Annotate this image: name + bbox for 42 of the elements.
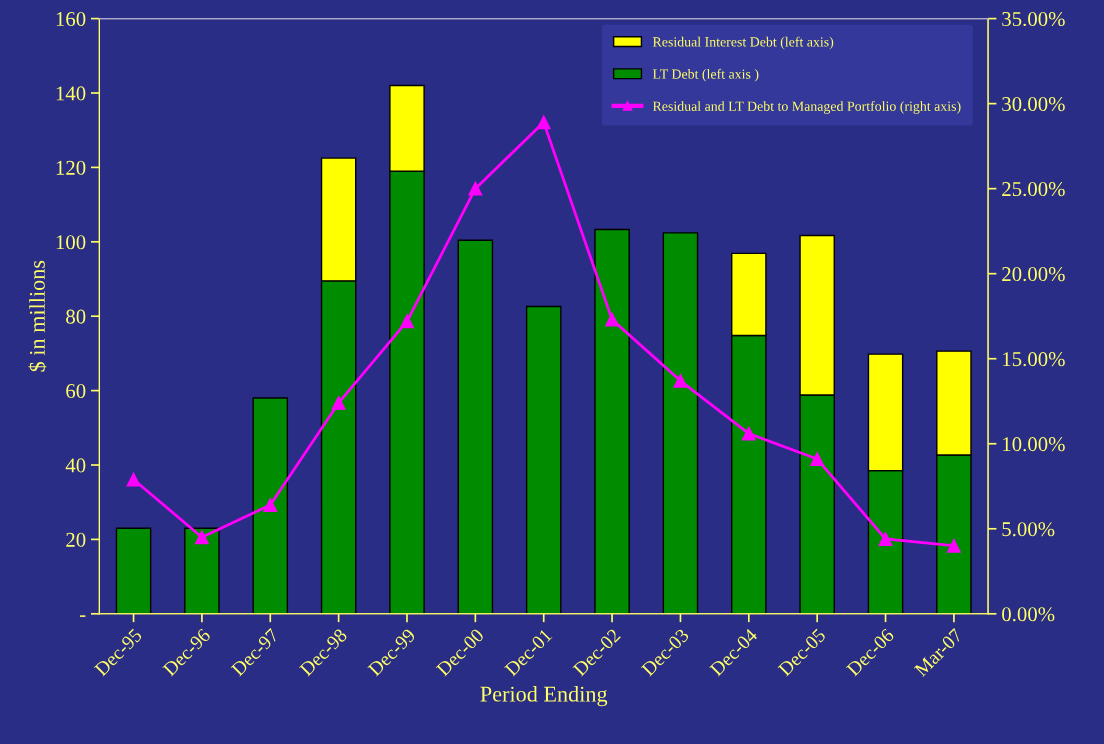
point [468,181,483,196]
bar [115,527,152,614]
y-tick-label: - [80,615,86,617]
bar [662,232,699,614]
y-tick-label: 60 [66,383,86,399]
legend-label: Residual and LT Debt to Managed Portfolio (right axis) [652,101,961,114]
bar [184,527,220,614]
y-tick-label: 100 [56,235,86,250]
y2-tick-label: 5.00% [1002,522,1055,537]
bar [594,228,630,614]
y-tick-label: 40 [65,458,86,473]
legend-label: Residual Interest Debt (left axis) [652,36,834,50]
point [946,538,961,553]
y-tick-label: 120 [56,160,86,175]
point [263,498,278,512]
point [673,373,688,388]
point [741,426,756,441]
y2-tick-label: 20.00% [1002,267,1065,282]
y2-tick-label: 30.00% [1002,97,1065,112]
y-tick-label: 20 [66,532,86,547]
y-tick-label: 140 [56,86,86,101]
y-axis-title: $ in millions [28,260,47,372]
point [810,452,825,466]
y2-tick-label: 10.00% [1003,437,1065,452]
bar [525,305,562,614]
point [194,530,209,545]
point [536,115,551,130]
y-tick-label: 160 [56,11,86,27]
point [400,314,414,329]
point [878,532,893,546]
bar [457,239,494,614]
point [331,395,346,410]
y2-tick-label: 35.00% [1002,11,1065,27]
point [605,312,620,327]
y2-tick-label: 0.00% [1002,607,1055,622]
x-axis-title: Period Ending [480,685,608,707]
legend-label: LT Debt (left axis ) [652,68,759,82]
y2-tick-label: 15.00% [1003,352,1065,367]
y2-tick-label: 25.00% [1002,182,1065,197]
y-tick-label: 80 [66,309,86,324]
bar [252,397,289,614]
point [126,472,141,487]
